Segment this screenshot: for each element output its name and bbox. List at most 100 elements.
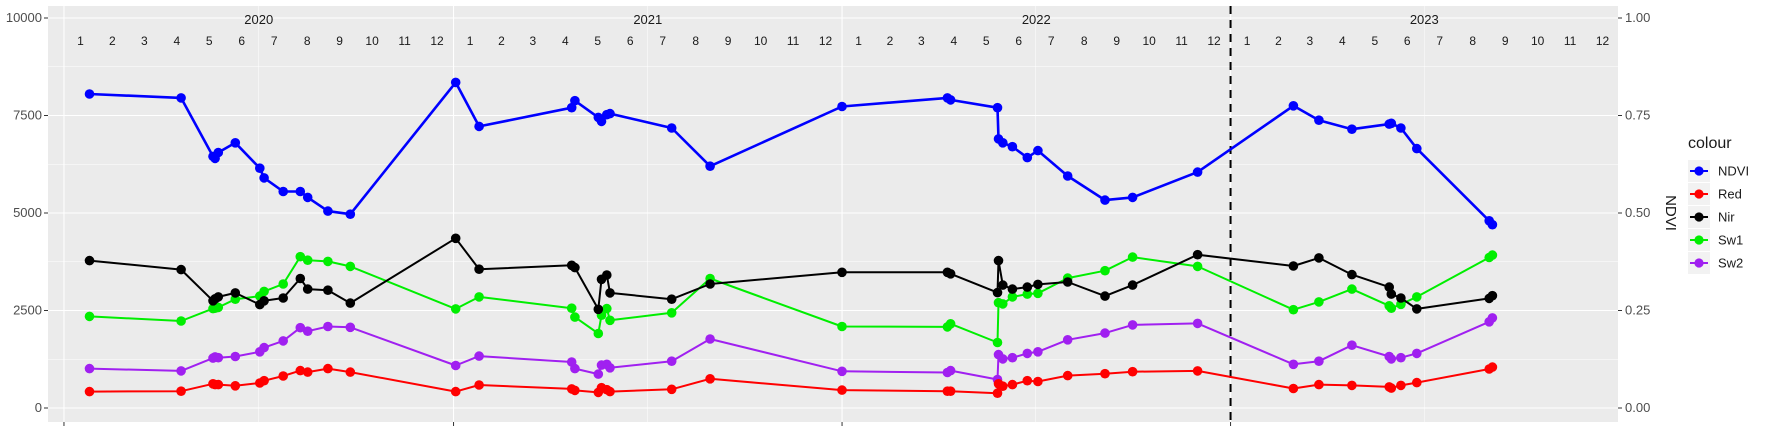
data-point-sw1 bbox=[1288, 304, 1299, 315]
y2-tick-label: 0.50 bbox=[1625, 205, 1650, 220]
data-point-sw2 bbox=[323, 321, 333, 332]
data-point-sw1 bbox=[837, 321, 847, 332]
data-point-red bbox=[705, 374, 715, 384]
year-label: 2021 bbox=[633, 12, 662, 27]
data-point-sw2 bbox=[295, 322, 306, 333]
data-point-red bbox=[1386, 383, 1397, 393]
data-point-sw1 bbox=[1347, 284, 1357, 294]
legend-key-point bbox=[1694, 235, 1704, 245]
data-point-nir bbox=[1288, 261, 1299, 271]
data-point-sw2 bbox=[1062, 335, 1073, 345]
data-point-sw1 bbox=[1412, 292, 1422, 302]
data-point-sw2 bbox=[1347, 340, 1357, 351]
month-label: 6 bbox=[627, 34, 634, 48]
year-label: 2020 bbox=[244, 12, 273, 27]
data-point-nir bbox=[993, 255, 1004, 266]
data-point-ndvi bbox=[1412, 143, 1422, 154]
data-point-ndvi bbox=[998, 138, 1008, 148]
month-label: 11 bbox=[398, 34, 411, 48]
month-label: 10 bbox=[1142, 34, 1156, 48]
data-point-red bbox=[945, 386, 956, 397]
data-point-sw2 bbox=[1288, 359, 1299, 370]
data-point-red bbox=[278, 371, 289, 381]
series-ndvi bbox=[84, 77, 1498, 230]
data-point-nir bbox=[213, 292, 224, 302]
data-point-red bbox=[295, 365, 306, 376]
data-point-sw1 bbox=[1386, 303, 1397, 314]
data-point-sw1 bbox=[84, 311, 95, 322]
data-point-ndvi bbox=[666, 123, 677, 133]
data-point-ndvi bbox=[1192, 167, 1203, 177]
data-point-sw1 bbox=[1487, 250, 1498, 260]
data-point-sw2 bbox=[213, 352, 224, 363]
legend-title: colour bbox=[1688, 135, 1732, 152]
data-point-red bbox=[1192, 366, 1203, 376]
data-point-red bbox=[1022, 375, 1033, 386]
month-label: 1 bbox=[77, 34, 84, 48]
month-label: 8 bbox=[692, 34, 699, 48]
y2-tick-label: 1.00 bbox=[1625, 10, 1650, 25]
data-point-nir bbox=[602, 270, 612, 280]
data-point-red bbox=[230, 381, 241, 391]
data-point-nir bbox=[176, 264, 186, 275]
month-label: 1 bbox=[1244, 34, 1251, 48]
data-point-nir bbox=[323, 285, 333, 296]
data-point-sw1 bbox=[259, 286, 269, 297]
data-point-ndvi bbox=[1314, 115, 1324, 125]
data-point-sw1 bbox=[593, 328, 604, 339]
data-point-sw2 bbox=[230, 351, 241, 362]
series-nir bbox=[84, 233, 1498, 315]
data-point-nir bbox=[1487, 290, 1498, 301]
data-point-ndvi bbox=[230, 138, 241, 148]
data-point-ndvi bbox=[1386, 118, 1397, 129]
y-tick-label: 0 bbox=[35, 400, 42, 415]
data-point-ndvi bbox=[1396, 123, 1406, 133]
data-point-ndvi bbox=[596, 116, 607, 127]
data-point-red bbox=[450, 386, 461, 397]
month-label: 4 bbox=[1339, 34, 1346, 48]
data-point-nir bbox=[998, 280, 1008, 290]
data-point-sw1 bbox=[1033, 288, 1043, 299]
data-point-ndvi bbox=[254, 163, 265, 173]
data-point-sw2 bbox=[998, 354, 1008, 364]
data-point-ndvi bbox=[295, 186, 306, 197]
data-point-ndvi bbox=[278, 186, 289, 197]
data-point-red bbox=[1347, 380, 1357, 391]
data-point-nir bbox=[705, 279, 715, 289]
data-point-red bbox=[1396, 380, 1406, 391]
data-point-ndvi bbox=[450, 77, 461, 88]
month-label: 2 bbox=[109, 34, 116, 48]
data-point-red bbox=[570, 385, 580, 396]
data-point-red bbox=[1007, 379, 1018, 390]
data-point-sw2 bbox=[837, 366, 847, 377]
data-point-ndvi bbox=[176, 93, 186, 103]
data-point-red bbox=[992, 388, 1003, 399]
legend: colour NDVI Red Nir Sw1 Sw2 bbox=[1688, 135, 1749, 274]
data-point-nir bbox=[1022, 282, 1033, 292]
data-point-sw2 bbox=[593, 369, 604, 379]
data-point-nir bbox=[295, 273, 306, 284]
series-sw2 bbox=[84, 313, 1498, 385]
data-point-sw2 bbox=[176, 366, 186, 376]
data-point-sw2 bbox=[278, 336, 289, 346]
data-point-nir bbox=[945, 269, 956, 279]
legend-label: Sw2 bbox=[1718, 256, 1743, 271]
legend-label: NDVI bbox=[1718, 164, 1749, 179]
data-point-sw1 bbox=[666, 308, 677, 318]
data-point-red bbox=[1487, 362, 1498, 372]
y2-tick-label: 0.25 bbox=[1625, 303, 1650, 318]
month-label: 2 bbox=[1275, 34, 1282, 48]
data-point-sw1 bbox=[176, 316, 186, 326]
data-point-nir bbox=[1127, 280, 1138, 290]
data-point-nir bbox=[1192, 249, 1203, 260]
month-label: 3 bbox=[141, 34, 148, 48]
data-point-ndvi bbox=[1033, 145, 1043, 156]
month-label: 3 bbox=[1307, 34, 1314, 48]
data-point-red bbox=[666, 384, 677, 395]
month-label: 6 bbox=[1404, 34, 1411, 48]
data-point-sw1 bbox=[302, 255, 313, 265]
data-point-ndvi bbox=[1022, 152, 1033, 163]
legend-key-point bbox=[1694, 166, 1704, 176]
